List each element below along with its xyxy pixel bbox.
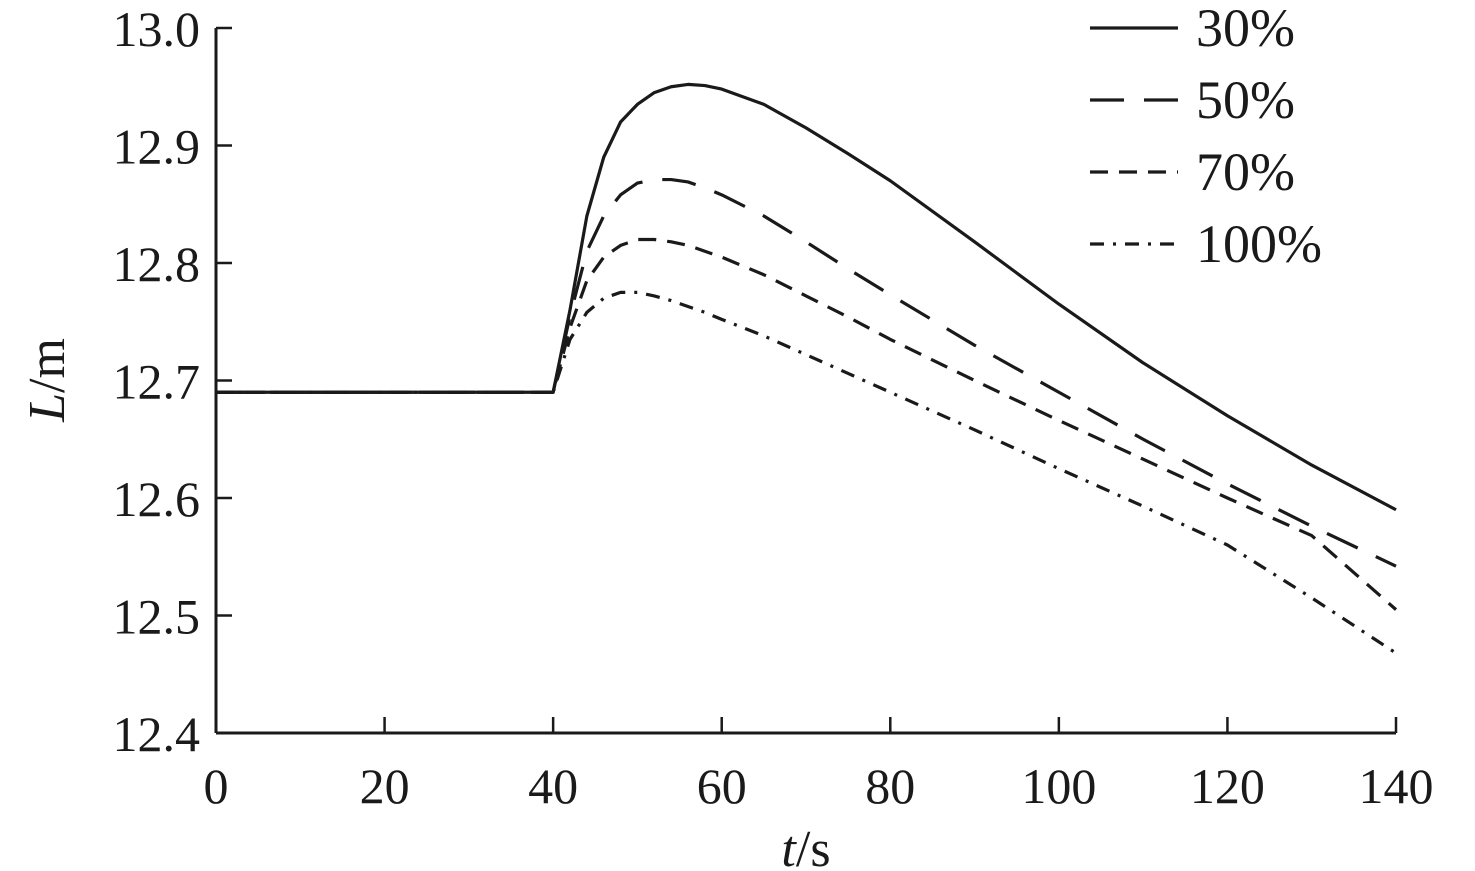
x-tick-label: 60 [697,758,747,814]
y-tick-label: 12.6 [113,471,201,527]
legend-label: 70% [1196,142,1295,202]
x-axis-unit: /s [796,821,831,871]
axes [214,28,1396,735]
y-tick-label: 12.4 [113,706,201,762]
x-tick-label: 100 [1021,758,1096,814]
legend: 30% 50% 70% 100% [1090,0,1322,274]
legend-label: 100% [1196,214,1322,274]
y-axis-unit: /m [19,338,76,393]
y-tick-label: 12.8 [113,236,201,292]
x-axis-variable: t [781,821,797,871]
series-line-50pct [216,177,1397,568]
x-tick-label: 20 [360,758,410,814]
x-tick-label: 80 [865,758,915,814]
y-tick-label: 13.0 [113,1,201,57]
x-axis-title: t/s [781,821,830,871]
x-ticks: 0 20 40 60 80 100 120 140 [204,717,1434,814]
y-tick-label: 12.9 [113,119,201,175]
y-axis-title: L/m [19,338,76,423]
x-tick-label: 120 [1190,758,1265,814]
y-tick-label: 12.7 [113,354,201,410]
series-line-70pct [216,237,1398,611]
legend-label: 50% [1196,70,1295,130]
series-lines [216,82,1398,655]
y-axis-variable: L [19,393,76,423]
series-line-100pct [216,290,1397,655]
legend-label: 30% [1196,0,1295,58]
x-tick-label: 0 [204,758,229,814]
y-tick-label: 12.5 [113,589,201,645]
y-ticks: 12.4 12.5 12.6 12.7 12.8 12.9 13.0 [113,1,232,762]
x-tick-label: 140 [1359,758,1434,814]
x-tick-label: 40 [528,758,578,814]
